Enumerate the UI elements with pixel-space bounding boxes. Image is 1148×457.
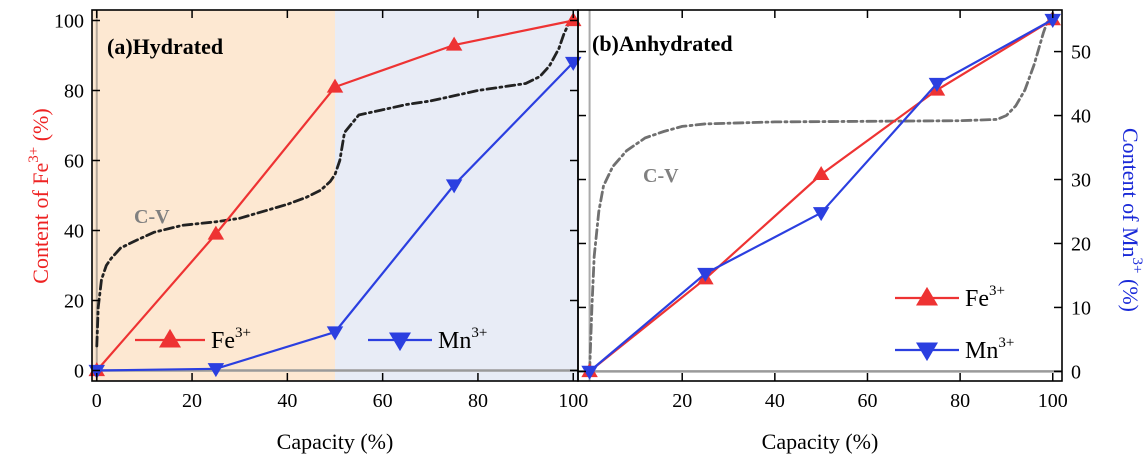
panel-b-ylabel-sup: 3+: [1129, 258, 1145, 274]
panel-a-ytick-label: 40: [64, 221, 84, 243]
panel-a-ylabel-sup: 3+: [26, 147, 42, 163]
panel-b-series-fe-line: [588, 18, 1054, 373]
panel-a-cv-line: [95, 19, 575, 348]
panel-a-xtick-label: 60: [373, 390, 393, 412]
panel-b-label: (b)Anhydrated: [592, 31, 733, 56]
panel-b-cv-curve: [578, 10, 1062, 381]
panel-a-ticks: 0 20 40 60 80 100 0 20 40 60 80 100: [54, 10, 588, 412]
panel-a-ytick-label: 60: [64, 151, 84, 173]
panel-a-ytick-label: 80: [64, 81, 84, 103]
panel-a-ylabel: Content of Fe3+ (%): [26, 108, 53, 283]
panel-b-mn-point: [928, 77, 946, 92]
panel-b-ytick-label: 10: [1071, 297, 1091, 319]
panel-b-legend-mn-label: Mn3+: [965, 335, 1014, 364]
panel-b-ylabel-prefix: Content of Mn: [1118, 128, 1143, 258]
panel-a-xtick-label: 80: [468, 390, 488, 412]
panel-a-shade-region-1: [335, 10, 578, 381]
panel-a-ylabel-prefix: Content of Fe: [28, 163, 53, 284]
panel-a-mn-point: [326, 326, 344, 341]
panel-b-ytick-label: 40: [1071, 106, 1091, 128]
panel-b-legend-fe-marker: [916, 286, 938, 306]
panel-b-legend-fe-label: Fe3+: [965, 283, 1005, 312]
panel-b-mn-point: [1044, 13, 1061, 28]
panel-b-mn-point: [812, 207, 830, 222]
panel-b-frame: [577, 9, 1063, 382]
panel-a-legend-mn-marker: [389, 332, 411, 352]
panel-a-ylabel-suffix: (%): [28, 108, 53, 146]
panel-a-mn-point: [207, 363, 225, 378]
panel-b-mn-point: [581, 365, 598, 380]
panel-b-xlabel: Capacity (%): [762, 429, 879, 454]
panel-b-ytick-label: 30: [1071, 170, 1091, 192]
panel-a-ytick-label: 0: [74, 361, 84, 383]
panel-a-label: (a)Hydrated: [107, 34, 223, 59]
panel-a-shade-region-0: [92, 10, 335, 381]
panel-b-fe-point: [812, 166, 830, 181]
panel-b-mn-point: [697, 267, 714, 282]
panel-b-series: [581, 11, 1061, 380]
panel-b-cv-line: [588, 11, 1055, 373]
panel-a-xtick-label: 0: [92, 390, 102, 412]
panel-a-shading: [92, 10, 578, 381]
panel-b-ytick-label: 0: [1071, 361, 1081, 383]
panel-a-fe-point: [207, 225, 225, 240]
panel-b-legend-mn-marker: [916, 342, 938, 362]
panel-a-cv-curve: [95, 19, 575, 348]
panel-b-legend: Fe3+ Mn3+: [895, 283, 1014, 364]
panel-a-legend-mn-label: Mn3+: [438, 325, 487, 354]
panel-a-legend-fe-marker: [159, 328, 181, 348]
panel-a-xlabel: Capacity (%): [277, 429, 394, 454]
panel-b-ytick-label: 50: [1071, 42, 1091, 64]
panel-b-xtick-label: 40: [765, 390, 785, 412]
panel-a-xtick-label: 40: [277, 390, 297, 412]
panel-b-series-mn-line: [588, 18, 1054, 373]
panel-a-ytick-label: 100: [54, 11, 84, 33]
panel-a-legend-fe-label: Fe3+: [211, 325, 251, 354]
panel-a-ytick-label: 20: [64, 291, 84, 313]
panel-a-cv-label: C-V: [134, 206, 170, 228]
panel-b-xtick-label: 20: [672, 390, 692, 412]
panel-a-series: [88, 12, 582, 379]
panel-b-xtick-label: 60: [857, 390, 877, 412]
panel-a-mn-point: [445, 179, 463, 194]
panel-b-ytick-label: 20: [1071, 233, 1091, 255]
panel-b-ylabel-suffix: (%): [1118, 274, 1143, 312]
panel-a-legend: Fe3+ Mn3+: [135, 325, 487, 354]
panel-b-cv-label: C-V: [643, 165, 679, 187]
panel-a-xtick-label: 20: [182, 390, 202, 412]
panel-b-xtick-label: 100: [1038, 390, 1068, 412]
panel-b-ylabel: Content of Mn3+ (%): [1118, 128, 1145, 312]
panel-b-xtick-label: 80: [950, 390, 970, 412]
panel-a-xtick-label: 100: [558, 390, 588, 412]
panel-a-fe-point: [326, 78, 344, 93]
panel-a-fe-point: [445, 36, 463, 51]
